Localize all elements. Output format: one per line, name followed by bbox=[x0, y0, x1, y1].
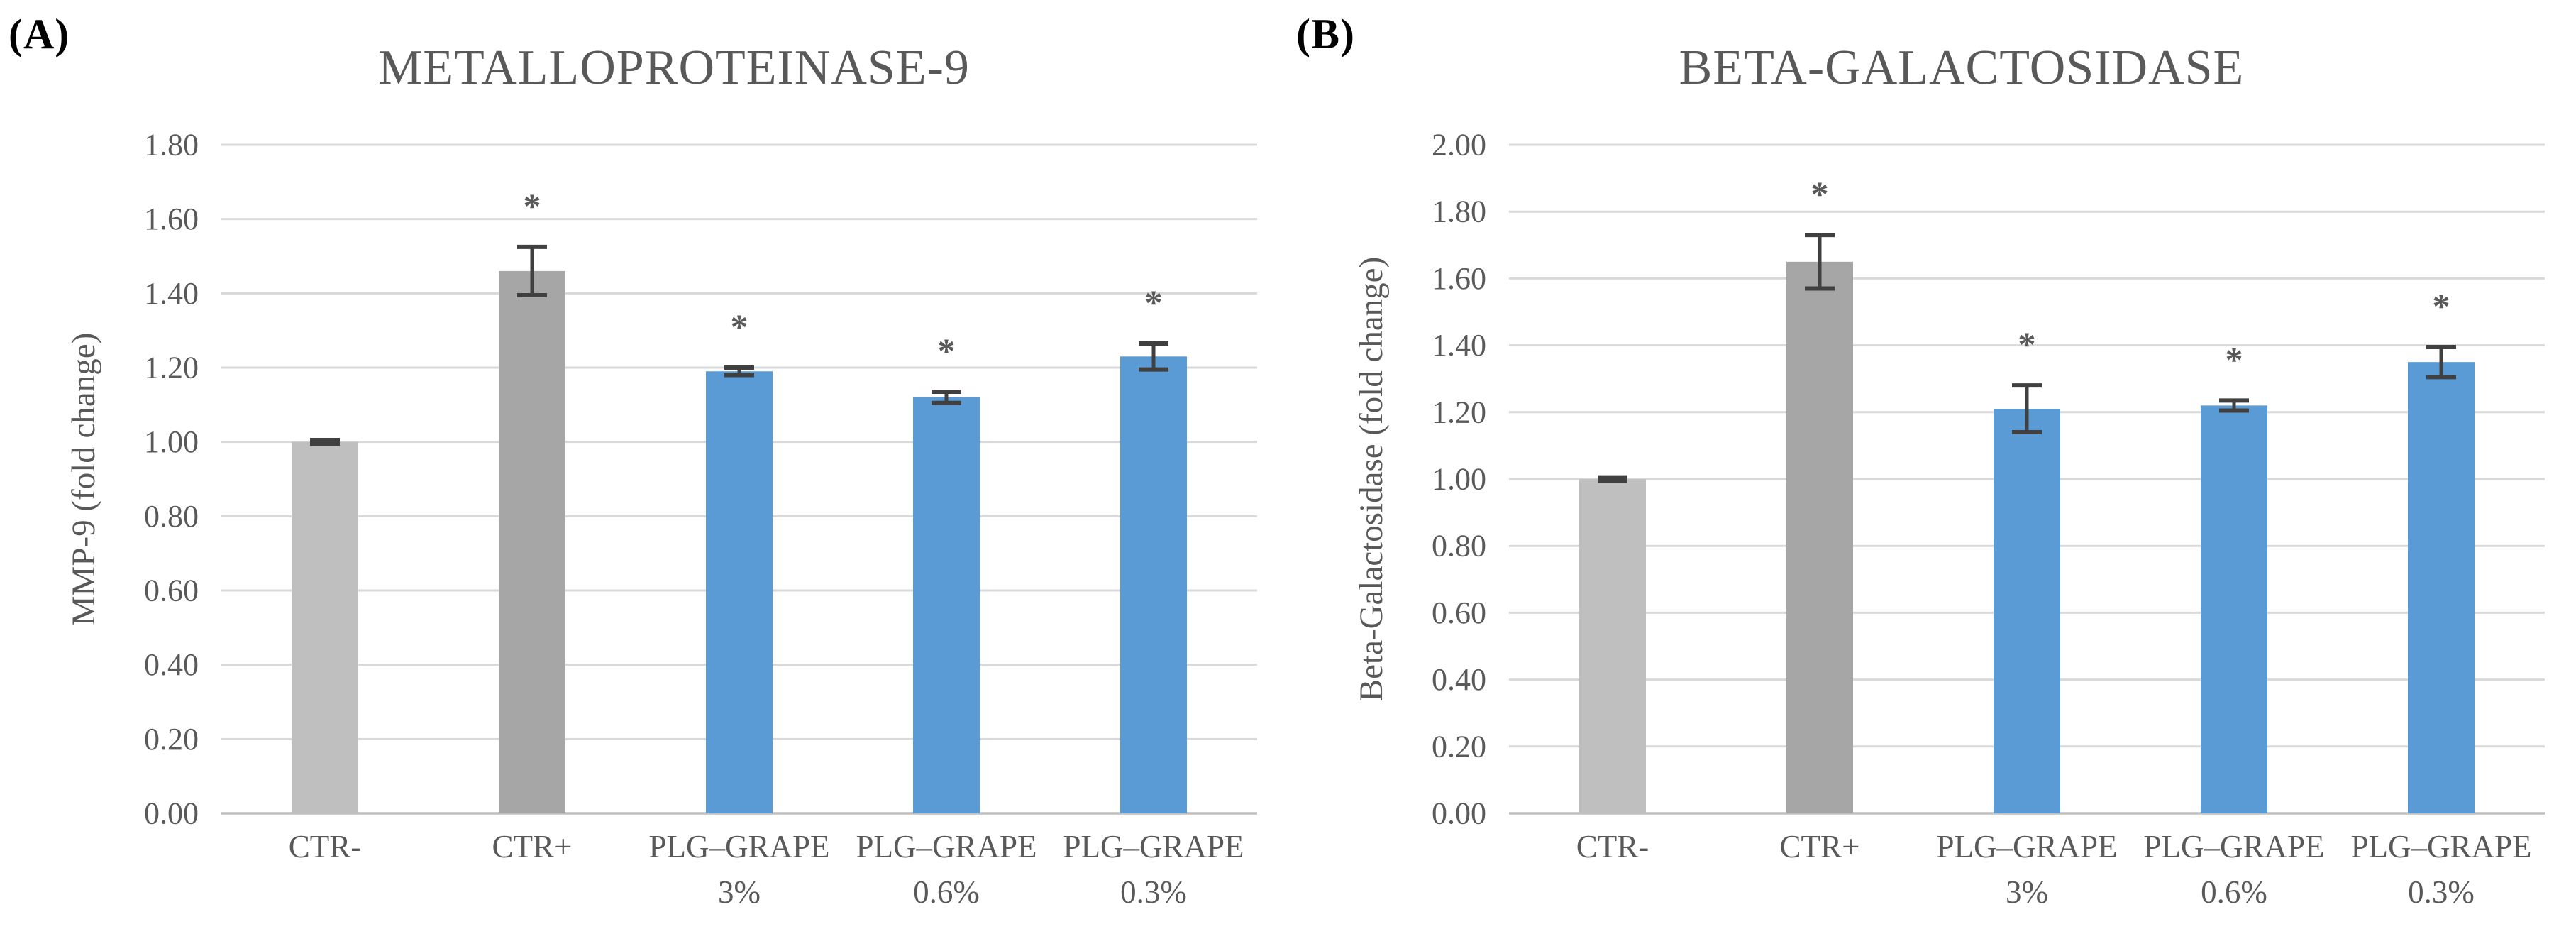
significance-asterisk: * bbox=[524, 186, 541, 226]
y-tick-label: 1.20 bbox=[1432, 395, 1486, 429]
bar-plg-grape-0-3pct bbox=[1120, 356, 1187, 813]
y-tick-label: 0.60 bbox=[1432, 595, 1486, 630]
bar-plg-grape-0-6pct bbox=[2201, 405, 2267, 813]
x-tick-label: CTR- bbox=[289, 829, 362, 864]
x-tick-sublabel: 3% bbox=[2006, 874, 2048, 910]
significance-asterisk: * bbox=[2433, 286, 2450, 326]
y-axis-label: Beta-Galactosidase (fold change) bbox=[1353, 257, 1390, 701]
y-tick-label: 1.60 bbox=[144, 202, 199, 236]
bar-plg-grape-0-6pct bbox=[913, 397, 980, 813]
y-tick-label: 1.00 bbox=[144, 424, 199, 459]
x-tick-sublabel: 3% bbox=[718, 874, 761, 910]
significance-asterisk: * bbox=[938, 331, 956, 370]
y-tick-label: 0.20 bbox=[144, 722, 199, 757]
x-tick-label: PLG–GRAPE bbox=[2350, 829, 2531, 864]
panel-b: (B) 0.00 0.20 0.40 0.60 0.80 1.00 1.20 1.40 1.60… bbox=[1288, 0, 2576, 929]
significance-asterisk: * bbox=[2226, 339, 2243, 379]
significance-asterisk: * bbox=[1811, 174, 1829, 214]
bar-ctr- bbox=[1579, 479, 1646, 813]
x-tick-label: CTR- bbox=[1576, 829, 1649, 864]
bar-plg-grape-0-3pct bbox=[2408, 362, 2475, 813]
panel-b-chart: 0.00 0.20 0.40 0.60 0.80 1.00 1.20 1.40 1.60 1.80… bbox=[1353, 40, 2545, 910]
y-tick-label: 1.00 bbox=[1432, 462, 1486, 497]
x-tick-label: CTR+ bbox=[1780, 829, 1860, 864]
panel-a: (A) 0.00 0.20 0.40 0.60 0.80 1.00 1.20 1.40 1.60… bbox=[9, 11, 1257, 910]
y-tick-label: 1.40 bbox=[144, 276, 199, 311]
significance-asterisk: * bbox=[2018, 324, 2036, 364]
y-tick-label: 0.40 bbox=[144, 647, 199, 682]
panel-b-letter: (B) bbox=[1296, 11, 1355, 57]
bar-ctr- bbox=[292, 441, 358, 813]
y-tick-label: 1.60 bbox=[1432, 261, 1486, 296]
x-tick-label: PLG–GRAPE bbox=[856, 829, 1037, 864]
x-tick-label: PLG–GRAPE bbox=[1063, 829, 1244, 864]
y-tick-label: 0.80 bbox=[1432, 529, 1486, 564]
panel-a-chart: 0.00 0.20 0.40 0.60 0.80 1.00 1.20 1.40 1.60 1.80… bbox=[65, 40, 1257, 910]
x-tick-label: PLG–GRAPE bbox=[2143, 829, 2324, 864]
x-tick-sublabel: 0.6% bbox=[913, 874, 980, 910]
panel-a-letter: (A) bbox=[9, 11, 70, 57]
bar-plg-grape-3pct bbox=[706, 371, 773, 813]
chart-title: BETA-GALACTOSIDASE bbox=[1679, 40, 2245, 95]
y-tick-label: 1.40 bbox=[1432, 328, 1486, 363]
bar-plg-grape-3pct bbox=[1994, 409, 2060, 813]
x-tick-sublabel: 0.6% bbox=[2201, 874, 2267, 910]
y-tick-label: 0.80 bbox=[144, 499, 199, 534]
y-tick-label: 2.00 bbox=[1432, 128, 1486, 163]
y-tick-label: 1.20 bbox=[144, 351, 199, 385]
x-tick-label: CTR+ bbox=[492, 829, 573, 864]
x-tick-sublabel: 0.3% bbox=[2408, 874, 2475, 910]
y-tick-label: 0.40 bbox=[1432, 662, 1486, 697]
y-tick-label: 0.00 bbox=[144, 796, 199, 831]
y-tick-label: 1.80 bbox=[144, 128, 199, 163]
significance-asterisk: * bbox=[731, 307, 748, 346]
y-tick-label: 1.80 bbox=[1432, 194, 1486, 229]
bar-ctr- bbox=[499, 270, 565, 813]
chart-title: METALLOPROTEINASE-9 bbox=[378, 40, 970, 95]
y-tick-label: 0.00 bbox=[1432, 796, 1486, 831]
x-tick-label: PLG–GRAPE bbox=[648, 829, 829, 864]
bar-ctr- bbox=[1786, 261, 1853, 814]
x-tick-label: PLG–GRAPE bbox=[1936, 829, 2117, 864]
x-tick-sublabel: 0.3% bbox=[1120, 874, 1187, 910]
y-tick-label: 0.60 bbox=[144, 573, 199, 608]
y-tick-label: 0.20 bbox=[1432, 729, 1486, 764]
y-axis-label: MMP-9 (fold change) bbox=[65, 333, 102, 625]
significance-asterisk: * bbox=[1145, 282, 1163, 322]
